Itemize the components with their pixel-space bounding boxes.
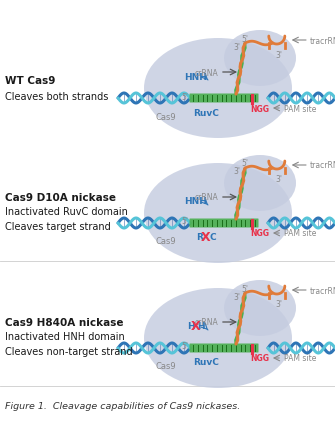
Text: tracrRNA: tracrRNA xyxy=(310,286,335,295)
Text: Cas9 D10A nickase: Cas9 D10A nickase xyxy=(5,193,116,202)
Text: 3': 3' xyxy=(275,300,282,309)
Ellipse shape xyxy=(144,288,292,388)
Text: Cas9: Cas9 xyxy=(156,362,176,371)
Text: 3': 3' xyxy=(233,43,241,52)
Text: tracrRNA: tracrRNA xyxy=(310,161,335,170)
Text: X: X xyxy=(191,320,201,333)
Text: Cas9: Cas9 xyxy=(156,237,176,246)
Text: 3': 3' xyxy=(233,292,241,301)
Text: PAM site: PAM site xyxy=(284,354,316,363)
Text: Figure 1.  Cleavage capabilities of Cas9 nickases.: Figure 1. Cleavage capabilities of Cas9 … xyxy=(5,402,240,411)
Text: H: H xyxy=(187,322,195,331)
Text: HNH: HNH xyxy=(185,197,207,206)
Text: 3': 3' xyxy=(233,167,241,176)
Text: tracrRNA: tracrRNA xyxy=(310,36,335,46)
Text: NGG: NGG xyxy=(251,229,269,238)
Ellipse shape xyxy=(224,155,296,211)
Text: PAM site: PAM site xyxy=(284,229,316,238)
Text: crRNA: crRNA xyxy=(194,318,218,327)
Text: 5': 5' xyxy=(242,284,249,293)
Text: Inactivated HNH domain: Inactivated HNH domain xyxy=(5,331,125,341)
FancyBboxPatch shape xyxy=(190,219,259,228)
FancyBboxPatch shape xyxy=(190,94,259,103)
Ellipse shape xyxy=(224,280,296,336)
Text: crRNA: crRNA xyxy=(194,68,218,77)
Text: 5': 5' xyxy=(242,35,249,43)
Ellipse shape xyxy=(224,31,296,87)
Text: 5': 5' xyxy=(181,92,188,101)
Text: WT Cas9: WT Cas9 xyxy=(5,76,55,86)
FancyBboxPatch shape xyxy=(190,344,259,353)
Text: Inactivated RuvC domain: Inactivated RuvC domain xyxy=(5,207,128,216)
Text: PAM site: PAM site xyxy=(284,104,316,113)
Text: HNH: HNH xyxy=(185,72,207,81)
Text: 3': 3' xyxy=(275,50,282,59)
Text: Cas9: Cas9 xyxy=(156,112,176,121)
Text: C: C xyxy=(210,233,216,242)
Text: Cleaves both strands: Cleaves both strands xyxy=(5,92,109,102)
Text: R: R xyxy=(197,233,203,242)
Ellipse shape xyxy=(144,39,292,139)
Text: H: H xyxy=(197,322,205,331)
Text: Cleaves non-target strand: Cleaves non-target strand xyxy=(5,346,133,356)
Text: 5': 5' xyxy=(181,217,188,226)
Ellipse shape xyxy=(144,164,292,263)
Text: Cas9 H840A nickase: Cas9 H840A nickase xyxy=(5,317,124,327)
Text: Cleaves target strand: Cleaves target strand xyxy=(5,222,111,231)
Text: 3': 3' xyxy=(275,175,282,184)
Text: crRNA: crRNA xyxy=(194,193,218,202)
Text: RuvC: RuvC xyxy=(193,358,219,367)
Text: 5': 5' xyxy=(181,342,188,351)
Text: 5': 5' xyxy=(242,159,249,168)
Text: X: X xyxy=(201,231,211,244)
Text: NGG: NGG xyxy=(251,354,269,363)
Text: RuvC: RuvC xyxy=(193,108,219,117)
Text: NGG: NGG xyxy=(251,104,269,113)
